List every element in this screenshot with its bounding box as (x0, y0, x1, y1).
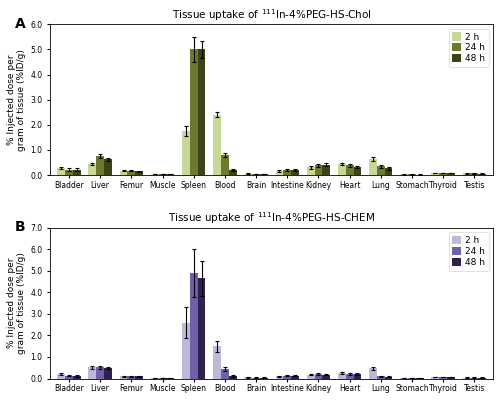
Bar (244, 174, 252, 175)
Bar (58, 374, 65, 378)
Bar (182, 131, 190, 175)
Bar (260, 174, 268, 175)
Bar (229, 376, 236, 378)
Bar (128, 171, 135, 175)
Bar (252, 174, 260, 175)
Bar (284, 170, 291, 175)
Title: Tissue uptake of $^{111}$In-4%PEG-HS-CHEM: Tissue uptake of $^{111}$In-4%PEG-HS-CHE… (168, 210, 376, 226)
Bar (314, 166, 322, 175)
Bar (229, 170, 236, 175)
Bar (135, 376, 143, 378)
Y-axis label: % Injected dose per
gram of tissue (%ID/g): % Injected dose per gram of tissue (%ID/… (7, 49, 26, 151)
Bar (190, 50, 198, 175)
Bar (88, 367, 96, 378)
Bar (88, 164, 96, 175)
Bar (65, 170, 73, 175)
Bar (182, 322, 190, 378)
Bar (384, 376, 392, 378)
Bar (120, 171, 128, 175)
Bar (151, 174, 158, 175)
Bar (291, 376, 299, 378)
Bar (158, 174, 166, 175)
Bar (221, 155, 229, 175)
Bar (462, 173, 470, 175)
Bar (135, 171, 143, 175)
Bar (276, 376, 283, 378)
Bar (291, 170, 299, 175)
Bar (65, 376, 73, 378)
Bar (400, 174, 408, 175)
Bar (354, 167, 362, 175)
Bar (478, 174, 486, 175)
Bar (104, 368, 112, 378)
Bar (120, 376, 128, 378)
Bar (198, 50, 205, 175)
Bar (440, 377, 447, 378)
Bar (369, 368, 377, 378)
Bar (96, 156, 104, 175)
Bar (104, 160, 112, 175)
Bar (470, 173, 478, 175)
Bar (346, 166, 354, 175)
Bar (322, 165, 330, 175)
Bar (384, 168, 392, 175)
Legend: 2 h, 24 h, 48 h: 2 h, 24 h, 48 h (448, 29, 488, 67)
Bar (96, 367, 104, 378)
Text: B: B (15, 220, 26, 234)
Bar (314, 374, 322, 378)
Bar (377, 376, 384, 378)
Bar (166, 174, 174, 175)
Bar (58, 168, 65, 175)
Y-axis label: % Injected dose per
gram of tissue (%ID/g): % Injected dose per gram of tissue (%ID/… (7, 252, 26, 354)
Bar (190, 273, 198, 378)
Bar (346, 374, 354, 378)
Bar (128, 376, 135, 378)
Bar (440, 173, 447, 175)
Bar (306, 375, 314, 378)
Bar (354, 374, 362, 378)
Bar (284, 376, 291, 378)
Bar (306, 168, 314, 175)
Bar (416, 174, 424, 175)
Bar (276, 171, 283, 175)
Bar (73, 170, 80, 175)
Title: Tissue uptake of $^{111}$In-4%PEG-HS-Chol: Tissue uptake of $^{111}$In-4%PEG-HS-Cho… (172, 7, 372, 23)
Bar (322, 375, 330, 378)
Bar (338, 164, 345, 175)
Bar (432, 377, 440, 378)
Text: A: A (15, 17, 26, 31)
Bar (369, 160, 377, 175)
Bar (408, 174, 416, 175)
Bar (198, 278, 205, 378)
Legend: 2 h, 24 h, 48 h: 2 h, 24 h, 48 h (448, 232, 488, 270)
Bar (338, 373, 345, 378)
Bar (213, 346, 221, 378)
Bar (213, 115, 221, 175)
Bar (73, 376, 80, 378)
Bar (447, 377, 455, 378)
Bar (377, 166, 384, 175)
Bar (432, 173, 440, 175)
Bar (447, 173, 455, 175)
Bar (221, 369, 229, 378)
